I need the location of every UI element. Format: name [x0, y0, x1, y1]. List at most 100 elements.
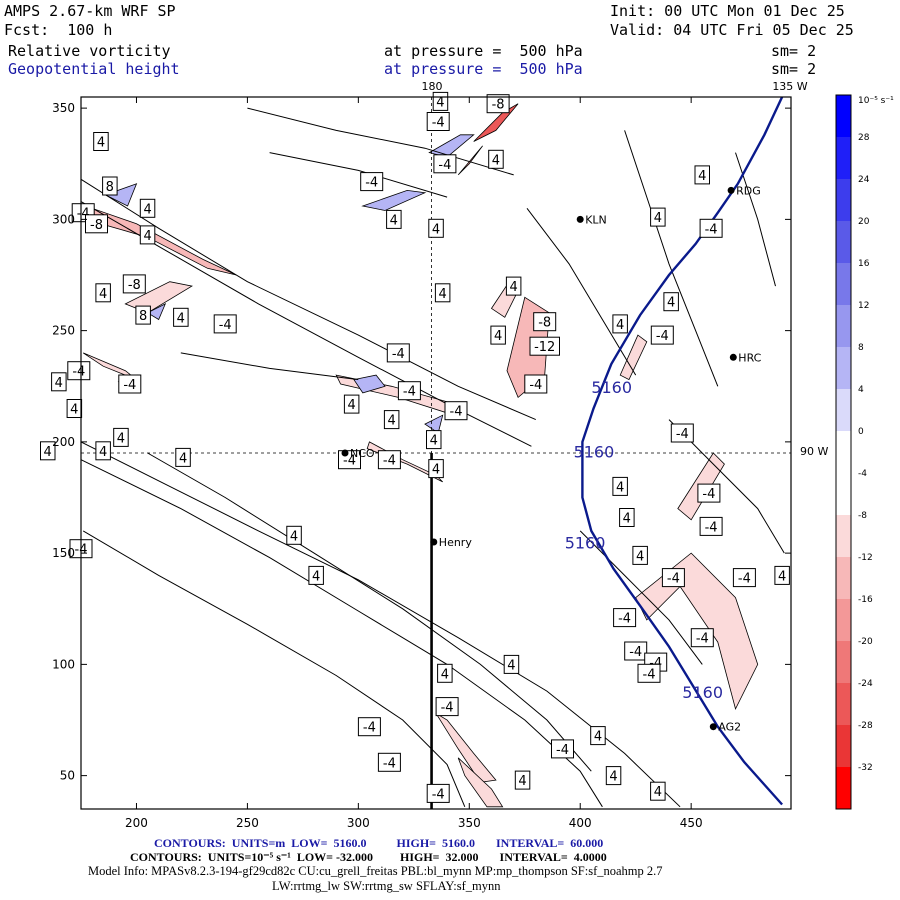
field1-smooth: sm= 2: [771, 42, 817, 60]
contour-label-text: -4: [343, 454, 356, 469]
contour-label-box: [613, 608, 637, 628]
vorticity-anomaly-pos: [428, 134, 475, 158]
colorbar-segment: [836, 599, 851, 642]
field2-level: at pressure = 500 hPa: [384, 60, 583, 78]
contour-label-text: 4: [97, 136, 105, 151]
contour-label: 4: [51, 372, 67, 392]
contour-label-text: -12: [534, 340, 555, 355]
contour-label-text: -8: [90, 218, 103, 233]
contour-label: 4: [650, 207, 666, 227]
station-label: Henry: [439, 536, 473, 549]
contour-label-box: [503, 654, 520, 674]
contour-label-text: -4: [441, 701, 454, 716]
contour-label-text: 4: [616, 318, 624, 333]
vorticity-contour-line: [624, 130, 719, 387]
contour-label-box: [486, 94, 510, 114]
contour-label: -4: [397, 381, 421, 401]
colorbar-label: 16: [858, 259, 870, 269]
contour-label-text: 4: [510, 280, 518, 295]
contour-label-text: -4: [529, 378, 542, 393]
contour-label-text: 4: [436, 95, 444, 110]
contour-label-box: [533, 312, 557, 332]
contour-label-text: 4: [654, 211, 662, 226]
contour-label: 4: [308, 565, 324, 585]
contour-label-box: [397, 381, 421, 401]
contour-label-box: [383, 410, 400, 430]
contour-label: 4: [113, 427, 129, 447]
contour-label: -8: [486, 94, 510, 114]
contour-label-box: [308, 565, 324, 585]
contour-label-box: [612, 476, 628, 496]
contour-label-box: [386, 209, 402, 229]
contour-label-box: [434, 283, 451, 303]
colorbar-segment: [836, 683, 851, 726]
colorbar-label: 4: [858, 385, 864, 395]
colorbar-label: 28: [858, 133, 870, 143]
contour-label: -4: [699, 218, 723, 238]
contour-label: 4: [386, 209, 402, 229]
contour-label-box: [357, 717, 381, 737]
x-tick-label: 350: [458, 816, 481, 830]
colorbar-segment: [836, 95, 851, 138]
contour-label: 4: [95, 283, 111, 303]
contour-label-box: [426, 783, 450, 803]
contour-label-box: [139, 225, 156, 245]
contour-label: 8: [102, 176, 118, 196]
valid-time: Valid: 04 UTC Fri 05 Dec 25: [610, 21, 854, 39]
contour-label-text: -4: [618, 612, 631, 627]
contour-label-text: -4: [438, 158, 451, 173]
contour-label: -4: [661, 568, 685, 588]
contour-label-box: [118, 374, 142, 394]
colorbar: 10⁻⁵ s⁻¹ 28 24 20 16 12 8 4 0 -4 -8 -12 -16 -20 -24 -28…: [835, 94, 894, 810]
height-contour-label: 5160: [565, 534, 606, 553]
contour-label-box: [428, 218, 444, 238]
contour-label: -4: [377, 752, 401, 772]
contour-label-box: [697, 483, 721, 503]
contour-label-text: -4: [643, 667, 656, 682]
contour-label-text: -4: [656, 329, 669, 344]
station-label: AG2: [718, 721, 741, 734]
contour-label-text: 4: [70, 403, 78, 418]
y-tick-label: 300: [52, 212, 75, 226]
contour-label-text: -4: [702, 487, 715, 502]
colorbar-segment: [836, 725, 851, 768]
contour-label-box: [435, 697, 459, 717]
contour-label: -8: [122, 274, 146, 294]
contour-label-box: [505, 276, 522, 296]
vorticity-contour-line: [180, 352, 359, 381]
station-dot: [727, 186, 735, 194]
colorbar-segment: [836, 305, 851, 348]
contour-label-text: 4: [387, 414, 395, 429]
y-tick-label: 250: [52, 324, 75, 338]
contour-label-box: [85, 214, 108, 234]
colorbar-label: -4: [858, 469, 867, 479]
contour-label-box: [690, 628, 714, 648]
colorbar-segment: [836, 347, 851, 390]
forecast-hour: Fcst: 100 h: [4, 21, 113, 39]
contour-label: 4: [428, 459, 444, 479]
contour-label: 4: [383, 410, 400, 430]
contour-label-box: [694, 165, 710, 185]
contour-label-text: 4: [312, 569, 320, 584]
contour-label: -4: [444, 401, 468, 421]
contour-label-box: [632, 545, 648, 565]
contour-label: 4: [428, 218, 444, 238]
vorticity-contour-line: [247, 107, 514, 176]
field2-smooth: sm= 2: [771, 60, 817, 78]
contour-label: 4: [694, 165, 710, 185]
contour-label-box: [377, 450, 401, 470]
contour-label: 4: [434, 283, 451, 303]
contour-label: 4: [139, 198, 156, 218]
contour-label: 4: [426, 430, 442, 450]
reference-lines: [81, 97, 791, 809]
contour-label-box: [175, 447, 191, 467]
contour-label-box: [529, 336, 560, 356]
colorbar-label: -8: [858, 511, 867, 521]
y-tick-label: 50: [60, 769, 75, 783]
contour-label-box: [95, 441, 111, 461]
contour-label-text: -8: [538, 316, 551, 331]
colorbar-label: -28: [858, 721, 873, 731]
vorticity-contour-line: [735, 152, 776, 287]
height-contour-label: 5160: [682, 683, 723, 702]
contour-label-text: 4: [432, 463, 440, 478]
